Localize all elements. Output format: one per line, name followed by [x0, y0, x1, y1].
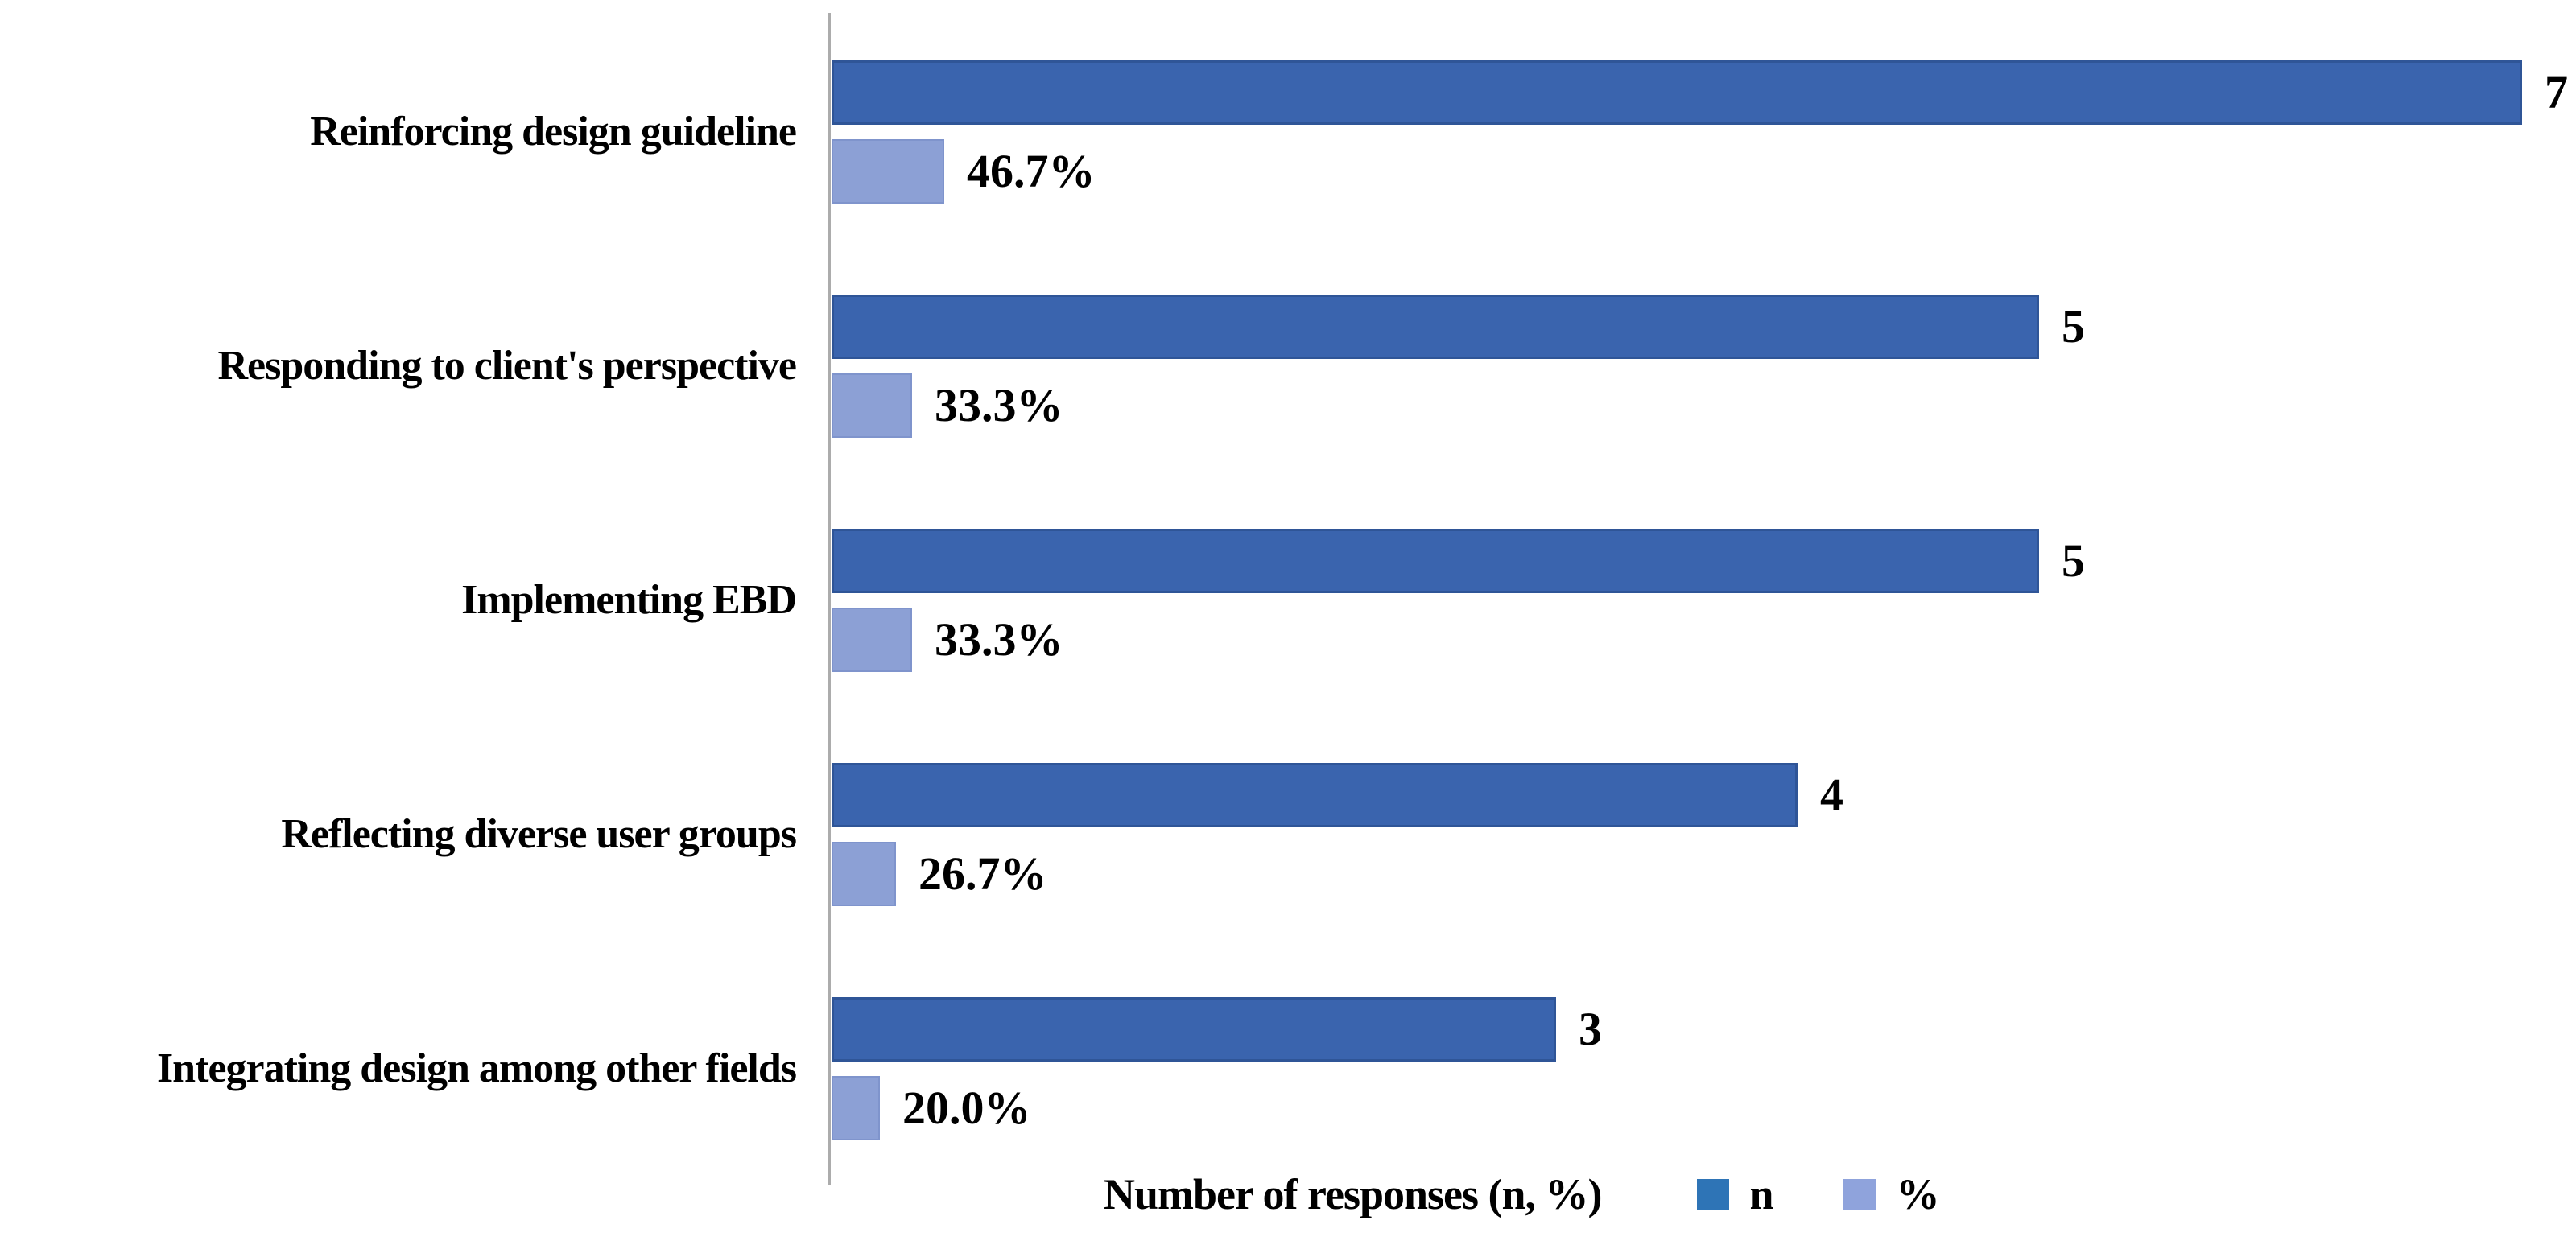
chart-row: Responding to client's perspective 5 33.3%	[0, 249, 2576, 483]
bar-line-percent: 26.7%	[832, 841, 2576, 906]
row-bars: 7 46.7%	[832, 60, 2576, 204]
legend: Number of responses (n, %) n %	[1104, 1164, 1940, 1225]
category-label: Integrating design among other fields	[156, 1045, 797, 1091]
category-label: Reflecting diverse user groups	[281, 810, 797, 857]
bar-percent	[832, 373, 912, 438]
bar-line-percent: 33.3%	[832, 607, 2576, 672]
bar-line-n: 4	[832, 762, 2576, 827]
value-label-percent: 26.7%	[919, 847, 1047, 900]
bar-percent	[832, 138, 944, 204]
value-label-percent: 33.3%	[935, 379, 1063, 431]
bar-line-n: 5	[832, 294, 2576, 359]
bar-n	[832, 528, 2039, 593]
legend-swatch-percent-icon	[1843, 1179, 1876, 1210]
value-label-percent: 33.3%	[935, 613, 1063, 666]
value-label-n: 5	[2062, 534, 2085, 587]
row-bars: 3 20.0%	[832, 996, 2576, 1140]
bar-percent	[832, 607, 912, 672]
value-label-n: 3	[1579, 1003, 1602, 1055]
value-label-n: 5	[2062, 300, 2085, 352]
chart-row: Implementing EBD 5 33.3%	[0, 483, 2576, 717]
value-label-n: 7	[2545, 66, 2568, 118]
row-bars: 5 33.3%	[832, 294, 2576, 438]
bar-n	[832, 996, 1556, 1062]
row-bars: 5 33.3%	[832, 528, 2576, 672]
bar-line-percent: 20.0%	[832, 1075, 2576, 1140]
legend-swatch-n-icon	[1696, 1179, 1729, 1210]
chart-row: Reflecting diverse user groups 4 26.7%	[0, 717, 2576, 951]
legend-label-percent: %	[1896, 1170, 1940, 1218]
bar-n	[832, 762, 1798, 827]
category-axis-line	[828, 13, 831, 1185]
chart-row: Integrating design among other fields 3 20…	[0, 951, 2576, 1185]
bar-n	[832, 60, 2522, 125]
legend-item-n: n	[1696, 1169, 1774, 1219]
value-label-n: 4	[1820, 769, 1843, 821]
legend-label-n: n	[1749, 1170, 1774, 1218]
bar-line-percent: 46.7%	[832, 138, 2576, 204]
plot-area: Reinforcing design guideline 7 46.7% Respon…	[0, 14, 2576, 1185]
category-label: Responding to client's perspective	[217, 342, 797, 389]
chart-row: Reinforcing design guideline 7 46.7%	[0, 14, 2576, 249]
bar-line-n: 7	[832, 60, 2576, 125]
bar-line-percent: 33.3%	[832, 373, 2576, 438]
value-label-percent: 46.7%	[967, 145, 1096, 197]
axis-title: Number of responses (n, %)	[1104, 1170, 1603, 1218]
bar-percent	[832, 841, 896, 906]
category-label: Implementing EBD	[461, 576, 797, 623]
category-label: Reinforcing design guideline	[310, 108, 797, 155]
legend-item-percent: %	[1843, 1169, 1940, 1219]
bar-percent	[832, 1075, 880, 1140]
value-label-percent: 20.0%	[902, 1082, 1031, 1134]
bar-n	[832, 294, 2039, 359]
bar-line-n: 3	[832, 996, 2576, 1062]
row-bars: 4 26.7%	[832, 762, 2576, 906]
bar-line-n: 5	[832, 528, 2576, 593]
